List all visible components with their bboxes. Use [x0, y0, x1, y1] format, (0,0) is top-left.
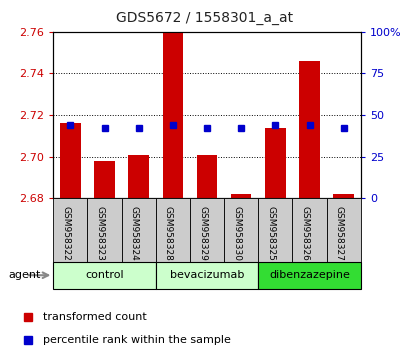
Text: GSM958328: GSM958328	[164, 206, 173, 261]
Text: GSM958329: GSM958329	[198, 206, 207, 261]
Text: GSM958327: GSM958327	[334, 206, 343, 261]
Bar	[196, 155, 217, 198]
Bar	[155, 262, 258, 289]
Text: percentile rank within the sample: percentile rank within the sample	[43, 335, 230, 346]
Bar	[333, 194, 353, 198]
Bar	[258, 198, 292, 262]
Bar	[162, 32, 183, 198]
Bar	[155, 198, 189, 262]
Text: transformed count: transformed count	[43, 312, 146, 322]
Bar	[292, 198, 326, 262]
Bar	[121, 198, 155, 262]
Bar	[230, 194, 251, 198]
Text: GSM958322: GSM958322	[61, 206, 70, 261]
Bar	[94, 161, 115, 198]
Bar	[60, 123, 81, 198]
Bar	[128, 155, 148, 198]
Text: control: control	[85, 270, 124, 280]
Bar	[53, 262, 155, 289]
Bar	[326, 198, 360, 262]
Bar	[299, 61, 319, 198]
Bar	[265, 127, 285, 198]
Bar	[258, 262, 360, 289]
Bar	[189, 198, 224, 262]
Bar	[224, 198, 258, 262]
Text: agent: agent	[8, 270, 40, 280]
Text: GSM958325: GSM958325	[266, 206, 275, 261]
Text: GSM958324: GSM958324	[129, 206, 138, 261]
Bar	[87, 198, 121, 262]
Text: GSM958330: GSM958330	[231, 206, 240, 261]
Text: bevacizumab: bevacizumab	[169, 270, 244, 280]
Text: GSM958326: GSM958326	[300, 206, 309, 261]
Bar	[53, 198, 87, 262]
Text: GSM958323: GSM958323	[95, 206, 104, 261]
Text: GDS5672 / 1558301_a_at: GDS5672 / 1558301_a_at	[116, 11, 293, 25]
Text: dibenzazepine: dibenzazepine	[268, 270, 349, 280]
